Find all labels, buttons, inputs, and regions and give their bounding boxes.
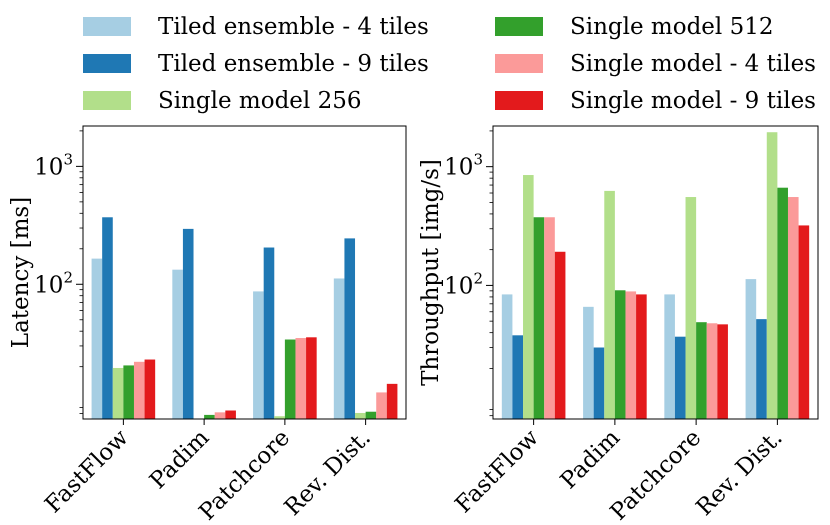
axes-frame <box>82 125 407 420</box>
axes-frame <box>492 125 819 420</box>
bar <box>225 410 236 419</box>
y-axis-label: Latency [ms] <box>8 197 34 348</box>
legend-label: Single model 512 <box>570 13 774 40</box>
bar <box>501 294 513 419</box>
legend-swatch <box>495 91 543 110</box>
bar <box>717 324 728 419</box>
legend-swatch <box>83 91 131 110</box>
x-tick-label: Padim <box>556 425 625 494</box>
bar <box>512 335 524 419</box>
y-axis-label: Throughput [img/s] <box>418 159 444 386</box>
x-tick-label: Rev. Dist. <box>280 425 376 521</box>
legend-label: Single model - 9 tiles <box>570 87 816 114</box>
bar <box>604 190 615 419</box>
bar <box>263 247 275 419</box>
bar <box>756 319 767 419</box>
legend-left: Tiled ensemble - 4 tiles Tiled ensemble … <box>83 8 429 119</box>
bar <box>798 225 810 419</box>
bar <box>523 175 534 419</box>
bar <box>636 294 647 419</box>
bar <box>593 347 605 419</box>
bar <box>182 228 194 419</box>
bar <box>204 414 215 419</box>
y-tick-label: 102 <box>34 268 73 298</box>
x-tick-label: Rev. Dist. <box>691 425 787 521</box>
bar <box>554 251 566 419</box>
bar <box>544 217 555 419</box>
bar <box>777 187 788 419</box>
y-tick-label: 103 <box>444 151 483 181</box>
legend-item: Tiled ensemble - 4 tiles <box>83 8 429 45</box>
x-tick-label: FastFlow <box>451 425 545 519</box>
legend-swatch <box>495 17 543 36</box>
bar <box>344 238 356 419</box>
bar <box>696 322 707 419</box>
legend-swatch <box>495 54 543 73</box>
bar <box>112 367 124 419</box>
bar <box>533 217 545 419</box>
x-tick-label: Padim <box>145 425 214 494</box>
bar <box>284 339 296 419</box>
legend-item: Single model 256 <box>83 82 429 119</box>
legend-swatch <box>83 17 131 36</box>
bar <box>376 392 387 419</box>
bar <box>745 279 757 419</box>
legend-label: Single model - 4 tiles <box>570 50 816 77</box>
bar <box>295 338 307 419</box>
legend-item: Single model 512 <box>495 8 816 45</box>
bar <box>614 290 626 419</box>
legend-label: Tiled ensemble - 9 tiles <box>158 50 429 77</box>
bar <box>365 411 377 419</box>
y-tick-label: 103 <box>34 150 73 180</box>
bar <box>674 336 686 419</box>
x-tick-label: FastFlow <box>40 425 134 519</box>
legend-label: Tiled ensemble - 4 tiles <box>158 13 429 40</box>
bar <box>214 412 226 419</box>
bar <box>123 365 134 419</box>
bar <box>355 412 366 419</box>
legend-item: Single model - 9 tiles <box>495 82 816 119</box>
bar <box>583 306 594 419</box>
bar <box>133 361 145 419</box>
legend-right: Single model 512 Single model - 4 tiles … <box>495 8 816 119</box>
bar <box>306 337 317 419</box>
y-tick-label: 102 <box>444 269 483 299</box>
bar <box>706 323 718 419</box>
bar <box>253 291 264 419</box>
bar <box>386 383 398 419</box>
bar <box>91 258 103 419</box>
bar <box>664 294 675 419</box>
legend-item: Tiled ensemble - 9 tiles <box>83 45 429 82</box>
legend-label: Single model 256 <box>158 87 362 114</box>
bar <box>172 269 183 419</box>
legend-swatch <box>83 54 131 73</box>
bar <box>685 197 697 419</box>
bar <box>625 291 637 419</box>
bar <box>144 359 156 419</box>
legend-item: Single model - 4 tiles <box>495 45 816 82</box>
bar <box>787 197 799 419</box>
bar <box>766 132 778 419</box>
bar <box>274 416 285 419</box>
bar <box>102 217 113 419</box>
bar <box>333 278 345 419</box>
